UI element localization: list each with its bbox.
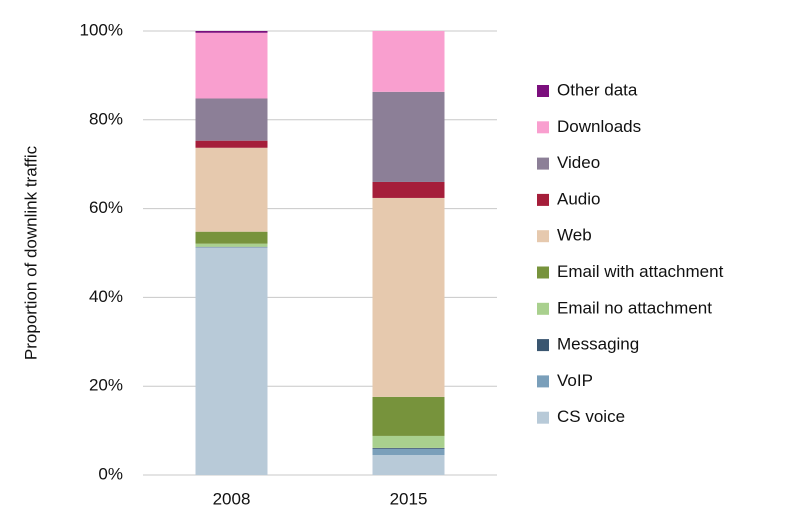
bar-segment <box>372 435 445 448</box>
legend-swatch <box>537 85 549 97</box>
legend-label: Other data <box>557 80 638 99</box>
bar-segment <box>372 197 445 397</box>
y-tick-label: 0% <box>98 464 123 483</box>
x-tick-label: 2015 <box>390 489 428 508</box>
y-axis-label: Proportion of downlink traffic <box>21 145 40 360</box>
legend-swatch <box>537 411 549 424</box>
legend-swatch <box>537 193 549 206</box>
bar-segment <box>195 247 268 475</box>
legend-swatch <box>537 157 549 170</box>
legend-swatch <box>537 302 549 315</box>
bar-segment <box>372 448 445 456</box>
bar-segment <box>195 147 268 232</box>
y-tick-label: 20% <box>89 376 123 395</box>
legend-label: Video <box>557 153 600 172</box>
legend-label: Audio <box>557 189 600 208</box>
y-tick-label: 40% <box>89 287 123 306</box>
legend-label: Email no attachment <box>557 298 712 317</box>
y-tick-label: 60% <box>89 198 123 217</box>
bar-segment <box>195 231 268 244</box>
bar-segment <box>372 181 445 198</box>
bar-segment <box>372 455 445 475</box>
bar-segment <box>372 396 445 436</box>
legend-swatch <box>537 230 549 243</box>
legend-swatch <box>537 339 549 352</box>
bar-segment <box>195 140 268 148</box>
legend-label: Messaging <box>557 335 639 354</box>
bar-segment <box>372 91 445 182</box>
bar-segment <box>195 31 268 33</box>
bar-segment <box>195 243 268 247</box>
bar-segment <box>372 31 445 92</box>
legend-label: Web <box>557 226 592 245</box>
y-tick-label: 80% <box>89 109 123 128</box>
legend-swatch <box>537 375 549 388</box>
legend-label: Downloads <box>557 117 641 136</box>
legend-label: CS voice <box>557 407 625 426</box>
bar-segment <box>195 32 268 99</box>
bar-segment <box>195 98 268 141</box>
legend-swatch <box>537 121 549 134</box>
y-tick-label: 100% <box>80 20 123 39</box>
legend-label: Email with attachment <box>557 262 724 281</box>
bar-segment <box>372 447 445 449</box>
legend-label: VoIP <box>557 371 593 390</box>
x-tick-label: 2008 <box>213 489 251 508</box>
legend-swatch <box>537 266 549 279</box>
